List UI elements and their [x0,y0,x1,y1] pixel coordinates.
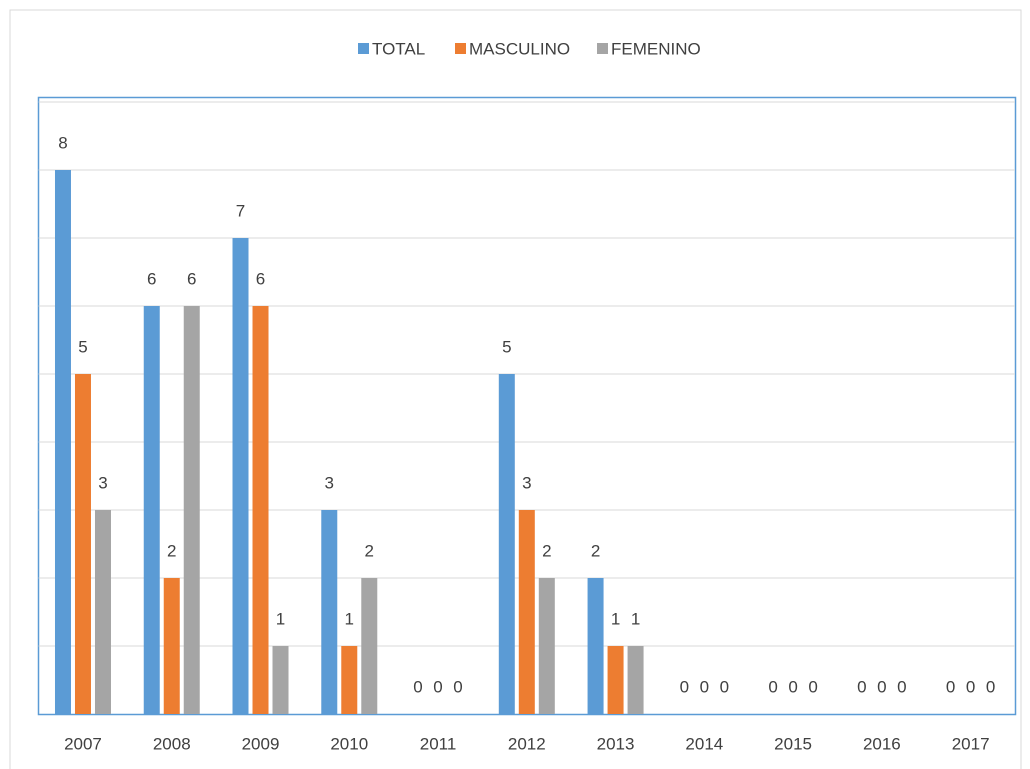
bar [74,374,91,714]
x-tick-label: 2008 [153,734,191,753]
legend-label: FEMENINO [611,39,701,58]
legend-swatch [358,43,369,54]
plot-frame [37,96,1017,716]
bar [183,306,200,714]
bar [163,578,180,714]
x-tick-label: 2017 [952,734,990,753]
data-label: 3 [522,473,531,492]
bar [143,306,160,714]
legend-label: TOTAL [372,39,425,58]
data-label: 0 [768,677,777,696]
bar [627,646,644,714]
x-tick-label: 2013 [597,734,635,753]
data-label: 1 [345,609,354,628]
legend-label: MASCULINO [469,39,570,58]
bar [232,238,249,714]
data-label: 5 [502,337,511,356]
data-label: 2 [591,541,600,560]
data-label: 0 [808,677,817,696]
bar [361,578,378,714]
bar [272,646,289,714]
data-label: 0 [700,677,709,696]
bar [538,578,555,714]
data-label: 0 [720,677,729,696]
data-label: 0 [966,677,975,696]
data-label: 0 [433,677,442,696]
data-label: 7 [236,201,245,220]
data-label: 0 [857,677,866,696]
x-tick-label: 2009 [242,734,280,753]
bar [607,646,624,714]
data-label: 6 [256,269,265,288]
data-label: 1 [631,609,640,628]
data-label: 0 [680,677,689,696]
data-label: 1 [611,609,620,628]
legend-swatch [455,43,466,54]
data-label: 2 [542,541,551,560]
bar [252,306,269,714]
x-tick-label: 2010 [330,734,368,753]
data-label: 0 [877,677,886,696]
data-label: 0 [413,677,422,696]
bar [94,510,111,714]
data-label: 0 [946,677,955,696]
data-label: 3 [98,473,107,492]
bar [518,510,535,714]
data-label: 5 [78,337,87,356]
data-label: 0 [453,677,462,696]
bar [54,170,71,714]
data-label: 0 [897,677,906,696]
bar [341,646,358,714]
bar [321,510,338,714]
data-label: 0 [788,677,797,696]
x-tick-label: 2016 [863,734,901,753]
chart-frame [9,9,1022,769]
data-label: 3 [325,473,334,492]
x-tick-label: 2012 [508,734,546,753]
data-label: 2 [167,541,176,560]
data-label: 8 [58,133,67,152]
bar [498,374,515,714]
data-label: 6 [187,269,196,288]
bar [587,578,604,714]
data-label: 1 [276,609,285,628]
x-tick-label: 2007 [64,734,102,753]
data-label: 6 [147,269,156,288]
x-tick-label: 2011 [420,734,457,753]
data-label: 2 [365,541,374,560]
data-label: 0 [986,677,995,696]
x-tick-label: 2015 [774,734,812,753]
legend-swatch [597,43,608,54]
x-tick-label: 2014 [685,734,723,753]
